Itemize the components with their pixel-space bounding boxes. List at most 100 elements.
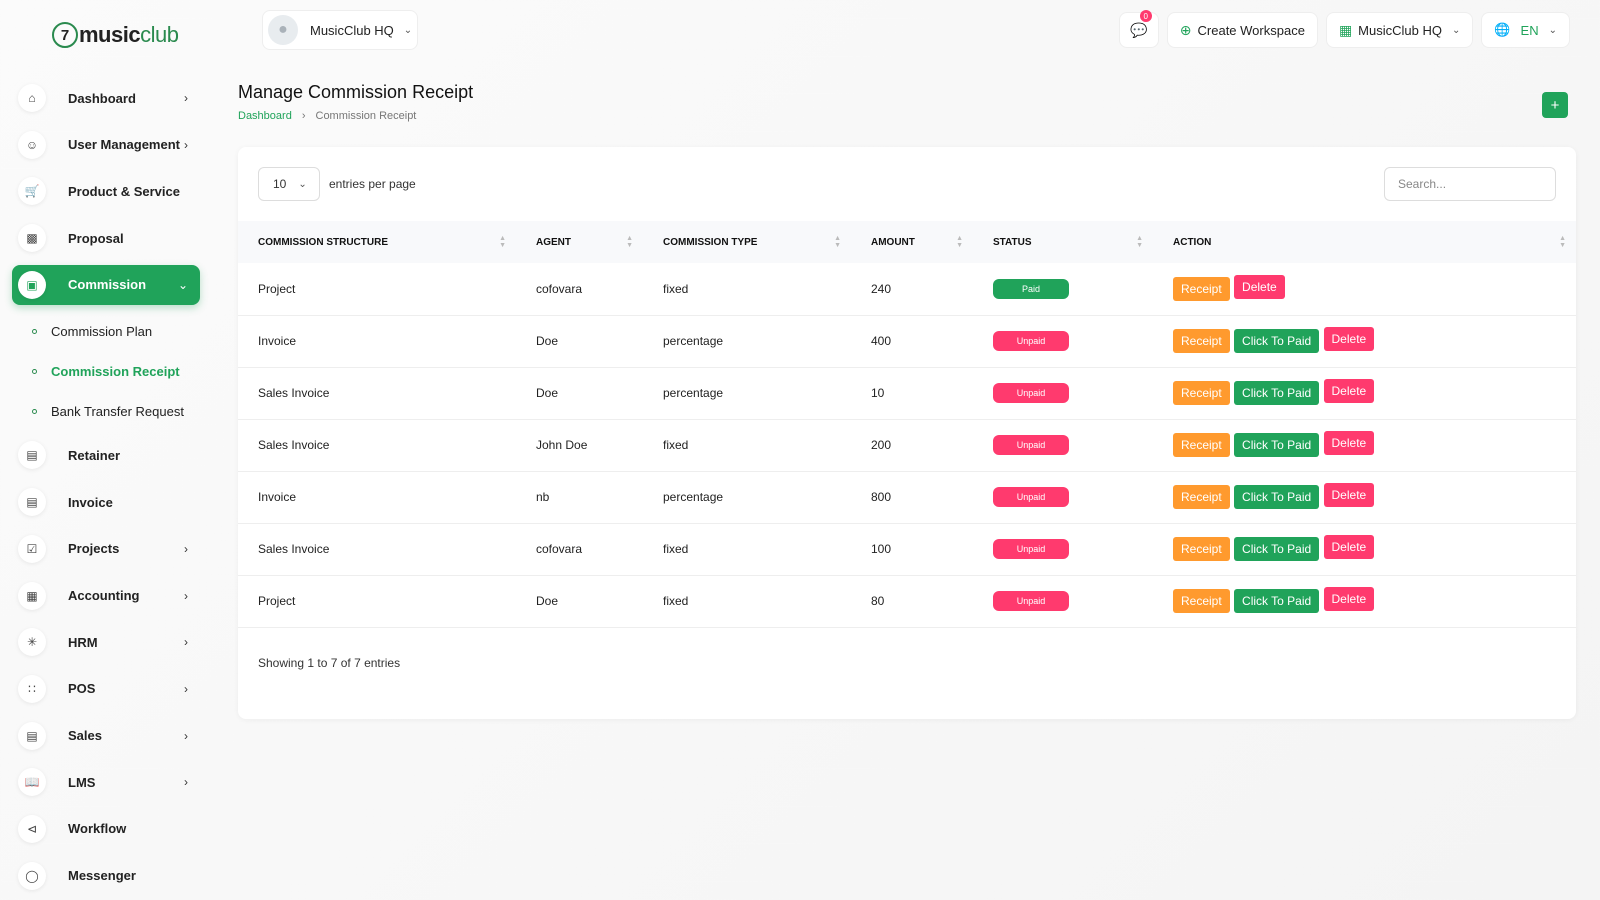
showing-entries-text: Showing 1 to 7 of 7 entries: [258, 656, 401, 670]
sort-icon: ▲ ▼: [1559, 235, 1566, 249]
submenu-item[interactable]: Bank Transfer Request: [32, 391, 200, 431]
delete-button[interactable]: Delete: [1323, 587, 1375, 611]
invoice-icon: ▤: [18, 488, 46, 517]
sidebar-item-product-service[interactable]: 🛒 Product & Service: [12, 171, 200, 211]
workspace-label: MusicClub HQ: [310, 22, 394, 38]
click-to-paid-button[interactable]: Click To Paid: [1234, 589, 1320, 613]
chevron-down-icon: ⌄: [177, 277, 188, 292]
commission-table: COMMISSION STRUCTURE ▲ ▼ AGENT ▲ ▼ COMMISSIO…: [238, 221, 1576, 628]
chevron-right-icon: ›: [184, 635, 188, 650]
sidebar-item-workflow[interactable]: ⊲ Workflow: [12, 809, 200, 849]
click-to-paid-button[interactable]: Click To Paid: [1234, 329, 1320, 353]
sidebar-item-dashboard[interactable]: ⌂ Dashboard ›: [12, 78, 200, 118]
click-to-paid-button[interactable]: Click To Paid: [1234, 433, 1320, 457]
sort-icon: ▲ ▼: [499, 235, 506, 249]
sidebar-item-hrm[interactable]: ✳ HRM ›: [12, 622, 200, 662]
sidebar-item-label: Sales: [68, 728, 102, 744]
add-button[interactable]: +: [1542, 92, 1568, 118]
cell-amount: 10: [871, 386, 885, 400]
sidebar-item-messenger[interactable]: ◯ Messenger: [12, 856, 200, 896]
accounting-icon: ▦: [18, 581, 46, 610]
cell-amount: 800: [871, 490, 892, 504]
messages-button[interactable]: 💬 0: [1119, 10, 1159, 48]
cell-agent: Doe: [536, 594, 559, 608]
bullet-icon: [32, 408, 37, 414]
sidebar-item-invoice[interactable]: ▤ Invoice: [12, 482, 200, 522]
brand-logo[interactable]: 7 musicclub: [52, 20, 179, 50]
sidebar-item-label: Dashboard: [68, 90, 136, 106]
chevron-right-icon: ›: [184, 137, 188, 152]
column-header[interactable]: STATUS ▲ ▼: [973, 221, 1153, 263]
table-row: Project cofovara fixed 240 Paid Receipt Delet…: [238, 263, 1576, 315]
cell-type: fixed: [663, 542, 689, 556]
cell-status: Unpaid: [973, 523, 1153, 575]
cell-agent: cofovara: [536, 281, 583, 296]
column-header[interactable]: AMOUNT ▲ ▼: [851, 221, 973, 263]
bullet-icon: [32, 368, 37, 374]
language-button[interactable]: 🌐 EN ⌄: [1481, 12, 1570, 48]
delete-button[interactable]: Delete: [1323, 379, 1375, 403]
sidebar-item-sales[interactable]: ▤ Sales ›: [12, 716, 200, 756]
column-header[interactable]: ACTION ▲ ▼: [1153, 221, 1576, 263]
receipt-button[interactable]: Receipt: [1173, 276, 1230, 301]
cell-structure: Project: [258, 594, 296, 608]
chevron-right-icon: ›: [184, 541, 188, 556]
sidebar-item-commission[interactable]: ▣ Commission ⌄: [12, 264, 200, 305]
column-header[interactable]: COMMISSION TYPE ▲ ▼: [643, 221, 851, 263]
click-to-paid-button[interactable]: Click To Paid: [1234, 485, 1320, 509]
cell-actions: Receipt Click To Paid Delete: [1153, 315, 1576, 367]
sidebar-item-pos[interactable]: ∷ POS ›: [12, 669, 200, 709]
workspace-switch-button[interactable]: ▦ MusicClub HQ ⌄: [1325, 12, 1474, 48]
sidebar-item-accounting[interactable]: ▦ Accounting ›: [12, 576, 200, 616]
chat-icon: 💬: [1130, 21, 1148, 38]
chevron-down-icon: ⌄: [403, 24, 413, 36]
chevron-right-icon: ›: [184, 681, 188, 696]
receipt-button[interactable]: Receipt: [1173, 589, 1230, 613]
page-title: Manage Commission Receipt: [238, 82, 474, 102]
delete-button[interactable]: Delete: [1323, 431, 1375, 455]
sidebar-item-label: LMS: [68, 774, 96, 790]
receipt-button[interactable]: Receipt: [1173, 485, 1230, 509]
cell-structure: Project: [258, 281, 296, 296]
column-header[interactable]: COMMISSION STRUCTURE ▲ ▼: [238, 221, 516, 263]
chevron-right-icon: ›: [184, 728, 188, 743]
sidebar-item-projects[interactable]: ☑ Projects ›: [12, 529, 200, 569]
column-header-label: COMMISSION TYPE: [663, 236, 758, 248]
submenu-item[interactable]: Commission Plan: [32, 311, 200, 351]
submenu-item-label: Commission Receipt: [51, 363, 180, 379]
sidebar-item-user-management[interactable]: ☺ User Management ›: [12, 125, 200, 165]
click-to-paid-button[interactable]: Click To Paid: [1234, 381, 1320, 405]
delete-button[interactable]: Delete: [1323, 327, 1375, 351]
cell-actions: Receipt Click To Paid Delete: [1153, 523, 1576, 575]
receipt-button[interactable]: Receipt: [1173, 381, 1230, 405]
sidebar-item-label: Proposal: [68, 230, 124, 246]
create-workspace-button[interactable]: ⊕ Create Workspace: [1166, 12, 1318, 48]
receipt-button[interactable]: Receipt: [1173, 433, 1230, 457]
click-to-paid-button[interactable]: Click To Paid: [1234, 537, 1320, 561]
search-input[interactable]: [1384, 167, 1556, 201]
column-header[interactable]: AGENT ▲ ▼: [516, 221, 643, 263]
breadcrumb-home[interactable]: Dashboard: [238, 110, 292, 122]
receipt-button[interactable]: Receipt: [1173, 537, 1230, 561]
submenu-item[interactable]: Commission Receipt: [32, 351, 200, 391]
workspace-select[interactable]: ● MusicClub HQ ⌄: [262, 10, 418, 50]
sort-icon: ▲ ▼: [956, 235, 963, 249]
entries-per-page-select[interactable]: 10 ⌄: [258, 167, 320, 201]
table-row: Project Doe fixed 80 Unpaid Receipt Click To …: [238, 575, 1576, 627]
cell-status: Unpaid: [973, 367, 1153, 419]
logo-text: musicclub: [79, 22, 179, 48]
cell-actions: Receipt Delete: [1153, 263, 1576, 315]
delete-button[interactable]: Delete: [1323, 535, 1375, 559]
chevron-down-icon: ⌄: [298, 178, 307, 190]
globe-icon: 🌐: [1494, 22, 1511, 37]
receipt-button[interactable]: Receipt: [1173, 329, 1230, 353]
sidebar-item-label: Projects: [68, 541, 120, 557]
delete-button[interactable]: Delete: [1323, 483, 1375, 507]
projects-icon: ☑: [18, 534, 46, 563]
sidebar-item-proposal[interactable]: ▩ Proposal: [12, 218, 200, 258]
sidebar-item-retainer[interactable]: ▤ Retainer: [12, 435, 200, 475]
sidebar-item-label: Invoice: [68, 494, 113, 510]
sidebar-item-lms[interactable]: 📖 LMS ›: [12, 762, 200, 802]
delete-button[interactable]: Delete: [1234, 274, 1285, 299]
sort-icon: ▲ ▼: [626, 235, 633, 249]
